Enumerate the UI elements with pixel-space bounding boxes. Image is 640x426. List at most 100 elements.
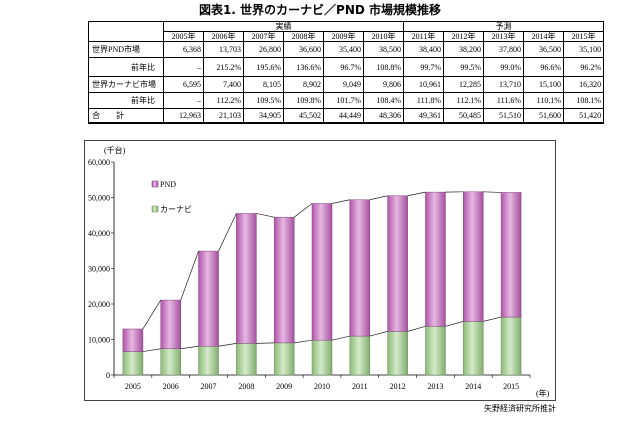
x-tick-label: 2010 [314,382,330,391]
x-tick-label: 2015 [503,382,519,391]
bar-pnd-2015 [500,192,522,318]
legend-label-pnd: PND [160,180,176,189]
legend-marker-pnd [151,180,159,188]
series-line-pnd-2005 [142,299,162,330]
table-cell: 12,963 [163,108,204,123]
year-header-row: 2005年 2006年 2007年 2008年 2009年 2010年 2011年 2012年… [89,31,605,42]
series-line-pnd-2012 [407,191,426,197]
table-cell: 109.8% [283,92,324,109]
market-size-table: 実績 予測 2005年 2006年 2007年 2008年 2009年 2010年 2011年 2… [88,21,605,124]
series-line-car-navi-2006 [180,345,199,350]
table-row: 世界PND市場 6,368 13,703 26,800 36,600 35,400 38,5… [88,41,605,58]
table-cell: 21,103 [203,108,244,123]
stacked-bar-chart: 0 10,000 20,000 30,000 40,000 50,000 60,000 200… [88,145,550,398]
year-header: 2006年 [203,31,244,42]
y-tick-label: 40,000 [88,229,110,238]
table-cell: 7,400 [203,76,244,93]
year-header: 2011年 [403,31,444,42]
table-cell: 38,500 [363,41,404,58]
table-row: 世界カーナビ市場 6,595 7,400 8,105 8,902 9,049 9,806 10… [88,76,605,93]
table-cell: 9,049 [323,76,364,93]
bar-car-navi-2009 [273,342,295,376]
bar-car-navi-2013 [425,326,446,376]
series-line-car-navi-2014 [483,316,502,322]
bar-car-navi-2005 [122,351,144,376]
table-cell: 26,800 [243,41,284,58]
table-cell: 15,100 [523,76,564,93]
series-line-car-navi-2012 [407,325,426,332]
table-cell: 9,806 [363,76,404,93]
table-cell: 108.1% [562,92,605,109]
table-cell: 112.2% [203,92,244,109]
y-tick-label: 0 [106,371,110,380]
table-cell: 12,285 [443,76,484,93]
y-tick-label: 30,000 [88,265,110,274]
table-cell: 111.6% [483,92,524,109]
table-cell: 50,485 [443,108,484,123]
x-tick-label: 2008 [238,382,254,391]
table-cell: 8,105 [243,76,284,93]
table-cell: – [163,57,204,77]
legend-label-car-navi: カーナビ [160,205,192,214]
year-header: 2007年 [243,31,284,42]
source-note: 矢野経済研究所推計 [484,404,556,413]
table-cell: 35,100 [562,41,605,58]
series-line-pnd-2014 [483,191,502,193]
table-cell: 6,368 [163,41,204,58]
table-cell: 111.8% [403,92,444,109]
row-label: 世界PND市場 [88,41,164,58]
year-header: 2013年 [483,31,524,42]
table-cell: 37,800 [483,41,524,58]
year-header: 2015年 [562,31,605,42]
period-header: 予測 [402,21,605,32]
table-cell: 108.8% [363,57,404,77]
year-header: 2005年 [163,31,204,42]
series-line-pnd-2009 [293,203,313,218]
row-label: 前年比 [88,92,164,109]
table-cell: 215.2% [203,57,244,77]
bar-car-navi-2008 [236,343,257,376]
legend-item-pnd: PND [151,180,176,189]
bar-pnd-2009 [273,216,295,344]
table-cell: 38,400 [403,41,444,58]
bar-pnd-2013 [425,191,446,327]
bar-pnd-2010 [311,203,333,341]
table-cell: 99.0% [483,57,524,77]
y-axis-unit: (千台) [104,145,126,155]
table-cell: 34,905 [243,108,284,123]
series-line-car-navi-2013 [445,321,464,327]
x-tick-label: 2011 [352,382,368,391]
legend-marker-car-navi [151,205,159,213]
row-label: 合 計 [88,108,164,123]
table-cell: 108.4% [363,92,404,109]
table-cell: 35,400 [323,41,364,58]
series-line-pnd-2008 [256,213,275,218]
bar-pnd-2005 [122,328,144,352]
table-cell: 8,902 [283,76,324,93]
table-cell: 51,420 [562,108,605,123]
bar-pnd-2008 [236,213,257,344]
series-line-car-navi-2007 [218,343,237,347]
table-cell: 109.5% [243,92,284,109]
table-cell: 48,306 [363,108,404,123]
y-tick-label: 20,000 [88,300,110,309]
table-head: 実績 予測 2005年 2006年 2007年 2008年 2009年 2010年 2011年 2… [88,21,605,42]
year-header: 2008年 [283,31,324,42]
series-line-pnd-2007 [218,213,237,252]
x-tick-label: 2007 [201,382,217,391]
bar-car-navi-2006 [160,348,181,376]
table-cell: 110.1% [523,92,564,109]
table-body: 世界PND市場 6,368 13,703 26,800 36,600 35,400 38,5… [88,41,605,123]
y-tick-label: 50,000 [88,194,110,203]
bar-car-navi-2010 [311,339,333,376]
year-header: 2012年 [443,31,484,42]
series-line-car-navi-2005 [142,348,161,352]
table-cell: 16,320 [562,76,605,93]
table-cell: 96.7% [323,57,364,77]
table-cell: 13,703 [203,41,244,58]
table-corner-cell [88,21,164,42]
legend: PND カーナビ [151,180,192,214]
series-line-car-navi-2010 [331,335,350,341]
table-cell: – [163,92,204,109]
period-header: 実績 [163,21,404,32]
